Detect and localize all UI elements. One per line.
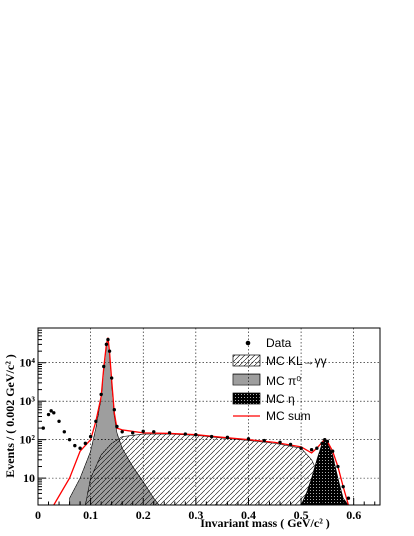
data-point (346, 496, 351, 500)
data-point (104, 342, 109, 347)
x-tick-label: 0.5 (294, 508, 309, 522)
axis-ticks: 0 0.1 0.2 0.3 0.4 0.5 0.6 10 10² 10³ 10⁴ (19, 327, 376, 522)
data-point (262, 438, 266, 443)
data-point (325, 439, 330, 444)
legend-swatch-pi0 (232, 373, 261, 386)
data-point (131, 431, 135, 435)
legend-swatch-kl (232, 354, 261, 367)
data-point (288, 442, 293, 447)
x-tick-label: 0.6 (346, 508, 361, 522)
legend-label-eta: MC η (266, 392, 295, 406)
data-point (88, 434, 93, 439)
data-point (107, 349, 112, 353)
data-point (299, 446, 303, 450)
data-point (141, 429, 145, 433)
data-point (323, 437, 327, 442)
legend-marker-data (245, 340, 251, 346)
data-point (106, 337, 110, 342)
data-point (57, 419, 61, 424)
data-point (41, 426, 45, 430)
data-point (246, 437, 251, 441)
plot-series (41, 337, 351, 505)
data-point (194, 432, 198, 437)
data-point (315, 446, 319, 450)
y-tick-label: 10² (19, 433, 35, 447)
data-point (109, 376, 114, 380)
legend-label-pi0: MC π⁰ (266, 374, 301, 388)
data-point (336, 464, 340, 469)
x-tick-label: 0.1 (83, 508, 98, 522)
data-point (330, 449, 335, 453)
data-point (94, 419, 98, 424)
data-point (52, 411, 56, 415)
data-point (46, 412, 51, 417)
legend-label-data: Data (266, 336, 292, 350)
x-axis-label: Invariant mass ( GeV/c² ) (200, 516, 330, 530)
y-tick-label: 10³ (19, 394, 35, 408)
data-point (341, 484, 345, 489)
data-point (62, 430, 67, 434)
data-point (73, 443, 77, 448)
y-tick-label: 10 (23, 471, 35, 485)
data-point (183, 432, 188, 436)
data-point (209, 434, 214, 439)
y-tick-label: 10⁴ (19, 356, 35, 370)
x-tick-label: 0.4 (241, 508, 256, 522)
data-point (278, 440, 282, 445)
legend-label-mcsum: MC sum (266, 409, 311, 423)
data-point (78, 446, 82, 450)
data-point (115, 424, 119, 429)
y-axis-label: Events / ( 0.002 GeV/c² ) (3, 354, 17, 478)
data-point (49, 409, 53, 413)
data-point (167, 431, 172, 435)
x-tick-label: 0.3 (188, 508, 203, 522)
x-tick-label: 0 (35, 508, 41, 522)
data-point (67, 437, 72, 442)
data-point (225, 435, 230, 440)
data-point (120, 430, 124, 434)
data-point (309, 447, 314, 452)
legend: Data MC KL→γγ MC π⁰ MC η MC sum (232, 336, 327, 423)
data-point (152, 430, 156, 434)
legend-label-kl: MC KL→γγ (266, 354, 327, 368)
data-point (112, 408, 116, 412)
data-point (83, 441, 88, 446)
data-point (99, 392, 103, 397)
data-point (320, 441, 324, 446)
data-point (102, 364, 106, 369)
legend-swatch-eta (232, 392, 261, 405)
x-tick-label: 0.2 (136, 508, 151, 522)
